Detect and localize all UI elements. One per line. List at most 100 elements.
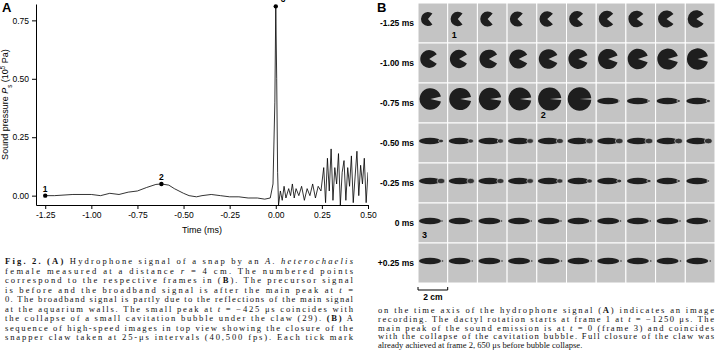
claw-image xyxy=(510,11,523,26)
y-axis-title: Sound pressure Ps (105 Pa) xyxy=(0,49,13,160)
annotation-point xyxy=(43,193,47,197)
video-frame xyxy=(477,43,507,83)
claw-image xyxy=(568,87,592,111)
x-axis-line xyxy=(37,205,369,206)
video-frame xyxy=(685,83,715,123)
video-frame xyxy=(656,123,686,163)
claw-image xyxy=(508,258,530,264)
claw-image xyxy=(568,49,587,69)
video-frame xyxy=(626,243,656,283)
row-label: -0.75 ms xyxy=(380,98,414,108)
x-tick: -0.50 xyxy=(174,205,194,220)
text-segment: (A) xyxy=(43,256,64,266)
video-frame xyxy=(567,3,597,43)
frame-background xyxy=(596,43,626,83)
text-segment: (10 xyxy=(0,69,10,85)
claw-image xyxy=(420,50,436,68)
video-frame xyxy=(418,3,448,43)
claw-image xyxy=(419,138,441,144)
bubble-image xyxy=(497,139,503,143)
video-frame xyxy=(567,163,597,203)
row-label: -0.50 ms xyxy=(380,138,414,148)
x-tick-mark xyxy=(137,205,138,209)
frame-background xyxy=(656,243,686,283)
claw-image xyxy=(597,258,619,264)
frame-background xyxy=(537,83,567,123)
video-frame xyxy=(477,203,507,243)
frame-background xyxy=(656,163,686,203)
x-tick-mark xyxy=(276,205,277,209)
bubble-image xyxy=(709,220,711,222)
video-frame xyxy=(477,83,507,123)
y-tick: 0.75 xyxy=(12,16,36,26)
frame-background xyxy=(656,83,686,123)
x-tick-mark xyxy=(230,205,231,209)
video-frame xyxy=(596,243,626,283)
x-tick-mark xyxy=(45,205,46,209)
row-label: 0 ms xyxy=(395,218,415,228)
video-frame xyxy=(418,163,448,203)
video-frame xyxy=(685,203,715,243)
video-frame xyxy=(656,43,686,83)
frame-background xyxy=(685,3,715,43)
video-frame xyxy=(567,43,597,83)
y-tick-label: 0.00 xyxy=(12,191,29,201)
bubble-image xyxy=(615,138,623,143)
video-frame xyxy=(537,43,567,83)
x-axis: -1.25-1.00-0.75-0.50-0.250.000.250.50 xyxy=(36,205,377,220)
frame-background xyxy=(596,83,626,123)
text-segment: t xyxy=(339,285,342,295)
claw-image xyxy=(568,258,590,264)
plot-area xyxy=(43,4,368,205)
video-frame xyxy=(448,163,478,203)
frame-number: 3 xyxy=(422,230,427,240)
text-segment: 0. The broadband signal is partly due to… xyxy=(5,294,354,304)
image-grid xyxy=(418,3,715,283)
bubble-image xyxy=(439,139,444,143)
frame-background xyxy=(418,3,448,43)
claw-image xyxy=(627,178,649,184)
video-frame xyxy=(537,123,567,163)
video-frame xyxy=(685,43,715,83)
video-frame xyxy=(418,123,448,163)
text-segment: r xyxy=(181,266,185,276)
scale-bar-end xyxy=(418,287,419,290)
video-frame xyxy=(537,83,567,123)
frame-background xyxy=(626,123,656,163)
claw-image xyxy=(628,49,648,70)
text-segment: (B) xyxy=(327,313,342,323)
frame-background xyxy=(448,163,478,203)
claw-image xyxy=(599,11,613,27)
video-frame xyxy=(685,243,715,283)
frame-background xyxy=(685,83,715,123)
claw-image xyxy=(597,98,619,104)
text-segment: already achieved at frame 2, 650 μs befo… xyxy=(378,340,582,350)
bubble-image xyxy=(620,260,622,262)
frame-background xyxy=(448,203,478,243)
claw-image xyxy=(687,48,708,69)
frame-background xyxy=(507,83,537,123)
annotation-label: 2 xyxy=(159,172,164,182)
bubble-image xyxy=(618,100,620,102)
frame-background xyxy=(685,43,715,83)
annotation-label: 1 xyxy=(43,184,48,194)
bubble-image xyxy=(468,139,474,143)
frame-background xyxy=(537,3,567,43)
frame-background xyxy=(685,163,715,203)
claw-image xyxy=(538,87,561,110)
bubble-image xyxy=(527,179,534,184)
frame-background xyxy=(656,203,686,243)
text-segment: Sound pressure xyxy=(0,94,10,160)
frame-background xyxy=(507,43,537,83)
video-frame xyxy=(448,43,478,83)
y-tick-mark xyxy=(32,79,36,80)
frame-background xyxy=(567,123,597,163)
bubble-image xyxy=(650,260,652,262)
x-tick: 0.25 xyxy=(314,205,331,220)
frame-number: 1 xyxy=(452,30,457,40)
video-frame xyxy=(656,163,686,203)
claw-image xyxy=(657,258,679,264)
claw-image xyxy=(658,10,673,27)
x-tick-mark xyxy=(184,205,185,209)
frame-background xyxy=(626,3,656,43)
